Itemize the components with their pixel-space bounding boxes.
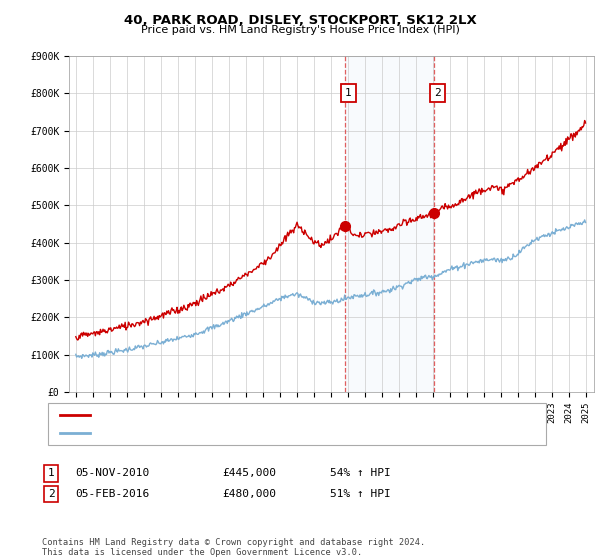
Text: 2: 2: [47, 489, 55, 499]
Text: 40, PARK ROAD, DISLEY, STOCKPORT, SK12 2LX (detached house): 40, PARK ROAD, DISLEY, STOCKPORT, SK12 2…: [93, 410, 440, 420]
Text: 1: 1: [47, 468, 55, 478]
Text: 05-NOV-2010: 05-NOV-2010: [75, 468, 149, 478]
Bar: [345, 56, 434, 392]
Text: HPI: Average price, detached house, Cheshire East: HPI: Average price, detached house, Ches…: [93, 428, 381, 438]
Text: 54% ↑ HPI: 54% ↑ HPI: [330, 468, 391, 478]
Text: 1: 1: [345, 88, 352, 99]
Text: 05-FEB-2016: 05-FEB-2016: [75, 489, 149, 499]
Text: 40, PARK ROAD, DISLEY, STOCKPORT, SK12 2LX: 40, PARK ROAD, DISLEY, STOCKPORT, SK12 2…: [124, 14, 476, 27]
Text: Price paid vs. HM Land Registry's House Price Index (HPI): Price paid vs. HM Land Registry's House …: [140, 25, 460, 35]
Text: 2: 2: [434, 88, 441, 99]
Text: 51% ↑ HPI: 51% ↑ HPI: [330, 489, 391, 499]
Text: £445,000: £445,000: [222, 468, 276, 478]
Text: Contains HM Land Registry data © Crown copyright and database right 2024.
This d: Contains HM Land Registry data © Crown c…: [42, 538, 425, 557]
Text: £480,000: £480,000: [222, 489, 276, 499]
